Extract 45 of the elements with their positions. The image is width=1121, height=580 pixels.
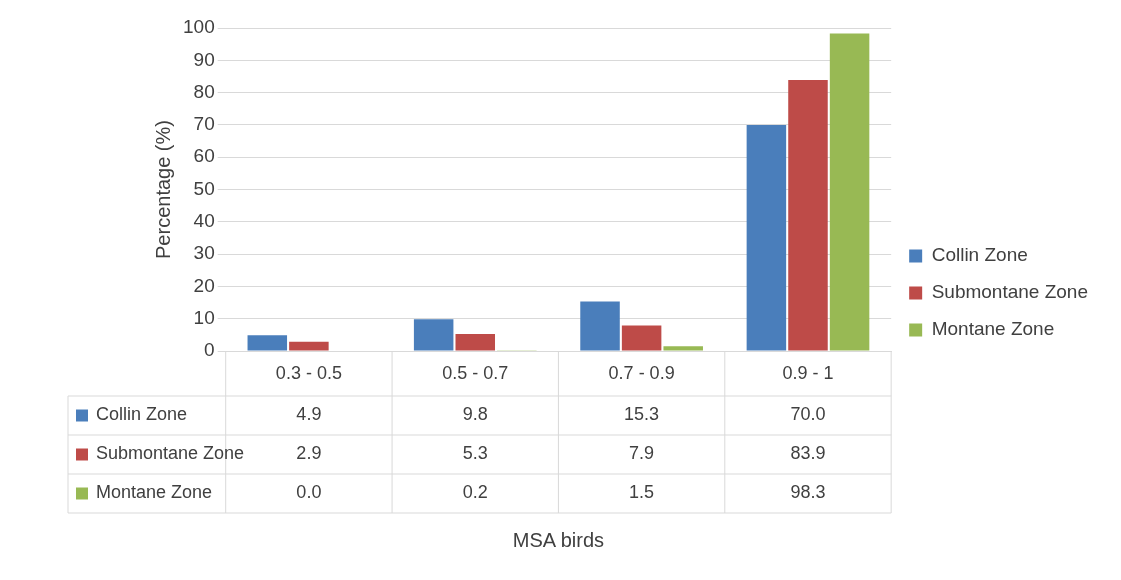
data-label: 0.2 [462,482,488,503]
bar [413,319,454,351]
bar [829,33,870,351]
legend-label: Submontane Zone [96,443,245,464]
y-axis-title: Percentage (%) [151,120,174,259]
data-label: 15.3 [624,404,660,425]
y-tick-label: 20 [193,274,215,296]
y-tick-label: 60 [193,145,215,167]
x-tick-label: 0.3 - 0.5 [275,362,342,383]
data-label: 5.3 [462,443,488,464]
legend-label: Collin Zone [96,404,188,425]
bar [746,124,787,351]
text: Submontane Zone [931,281,1089,303]
data-label: 98.3 [790,482,826,503]
bar [621,325,662,351]
data-label: 9.8 [462,404,488,425]
text: Collin Zone [931,244,1028,266]
data-label: 70.0 [790,404,826,425]
data-label: 83.9 [790,443,826,464]
y-tick-label: 40 [193,210,215,232]
y-tick-label: 10 [193,306,215,328]
data-label: 4.9 [296,404,322,425]
y-tick-label: 100 [183,16,215,38]
y-tick-label: 0 [204,339,215,361]
y-tick-label: 50 [193,177,215,199]
bar [663,346,703,351]
y-tick-label: 80 [193,80,215,102]
data-label: 2.9 [296,443,322,464]
bar [455,333,496,351]
text: MSA birds [512,528,605,551]
bar [247,335,288,351]
bar [289,341,329,351]
bar [788,80,828,351]
x-tick-label: 0.9 - 1 [782,362,834,383]
data-label: 0.0 [296,482,322,503]
legend-label: Montane Zone [931,318,1055,340]
y-tick-label: 70 [193,113,215,135]
x-tick-label: 0.7 - 0.9 [608,362,675,383]
text: Montane Zone [96,482,213,503]
y-tick-label: 90 [193,48,215,70]
data-label: 1.5 [629,482,655,503]
y-tick-label: 30 [193,242,215,264]
data-label: 7.9 [629,443,655,464]
bar [580,301,620,351]
x-tick-label: 0.5 - 0.7 [442,362,509,383]
